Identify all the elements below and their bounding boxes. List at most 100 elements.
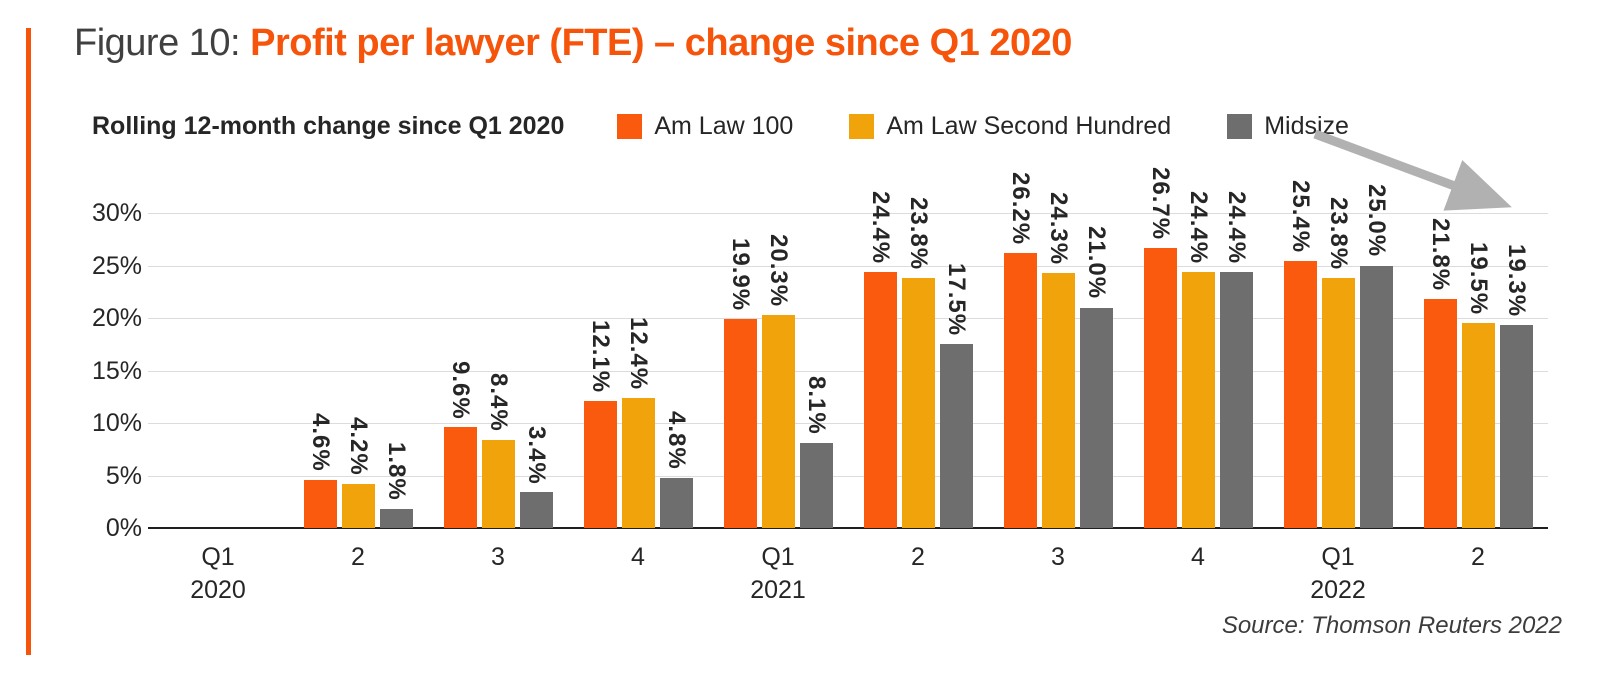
legend-item-am-law-second-hundred: Am Law Second Hundred (849, 112, 1171, 141)
bar-value-label: 8.4% (485, 373, 512, 432)
bar-group-q1-2022-8: 25.4% 23.8% 25.0% (1268, 0, 1408, 528)
y-tick-label: 10% (91, 409, 142, 437)
y-tick-label: 25% (91, 251, 142, 280)
x-tick-year: 2020 (190, 576, 246, 604)
bar-group-3-2: 9.6% 8.4% 3.4% (428, 0, 568, 528)
x-tick-label: 3 (428, 541, 568, 607)
chart-subtitle: Rolling 12-month change since Q1 2020 (92, 112, 565, 140)
plot-area: 4.6% 4.2% 1.8% 9.6% 8.4% 3.4% 12.1% 12.4% 4.8% 19… (148, 0, 1548, 528)
y-tick-label: 0% (105, 514, 142, 542)
bar-col-am-law-second-hundred: 23.8% (901, 197, 935, 528)
figure-label: Figure 10: (74, 22, 241, 64)
x-tick-label: 3 (988, 541, 1128, 607)
bar-group-2-5: 24.4% 23.8% 17.5% (848, 0, 988, 528)
bar-am-law-100 (863, 271, 897, 528)
bar-col-am-law-100: 21.8% (1423, 218, 1457, 528)
bar-value-label: 26.2% (1007, 171, 1034, 245)
gridline-30pct (148, 213, 1548, 214)
legend-item-midsize: Midsize (1227, 112, 1349, 141)
legend-swatch-icon (1227, 114, 1253, 139)
figure-title: Figure 10: Profit per lawyer (FTE) – chan… (74, 22, 1072, 65)
gridline-5pct (148, 475, 1548, 477)
bar-col-am-law-second-hundred: 12.4% (621, 317, 655, 528)
bar-am-law-second-hundred (481, 439, 515, 528)
bar-midsize (939, 344, 973, 528)
legend-items: Am Law 100 Am Law Second Hundred Midsize (617, 112, 1405, 141)
bar-am-law-second-hundred (1321, 278, 1355, 528)
bar-value-label: 3.4% (523, 425, 550, 485)
x-tick-label: 2 (288, 541, 428, 607)
bar-group-4-7: 26.7% 24.4% 24.4% (1128, 0, 1268, 528)
bar-value-label: 4.2% (345, 417, 372, 476)
legend-item-am-law-100: Am Law 100 (617, 112, 793, 141)
bar-col-am-law-second-hundred: 24.3% (1041, 192, 1075, 528)
x-tick-label: 2 (1408, 541, 1548, 607)
x-tick-quarter: 2 (1471, 543, 1485, 571)
bar-col-midsize: 1.8% (379, 442, 413, 528)
x-tick-label: 2 (848, 541, 988, 607)
bar-value-label: 1.8% (383, 442, 410, 502)
x-tick-year: 2021 (750, 576, 806, 604)
gridline-15pct (148, 370, 1548, 372)
bar-col-am-law-100: 4.6% (303, 413, 337, 528)
gridline-10pct (148, 423, 1548, 424)
bar-value-label: 19.5% (1465, 242, 1492, 316)
x-axis-line (148, 527, 1548, 529)
bar-midsize (1079, 307, 1113, 528)
bar-am-law-100 (1003, 252, 1037, 528)
bar-value-label: 19.9% (727, 238, 754, 312)
bar-am-law-second-hundred (1181, 271, 1215, 528)
x-axis-labels: Q1 2020 2 3 4 Q1 2021 2 3 4 Q1 2022 2 (148, 541, 1548, 607)
bar-am-law-100 (303, 479, 337, 528)
bar-am-law-100 (1283, 261, 1317, 528)
bar-col-am-law-100: 9.6% (443, 361, 477, 528)
y-tick-label: 5% (105, 461, 142, 490)
bar-group-2-9: 21.8% 19.5% 19.3% (1408, 0, 1548, 528)
bar-midsize (1499, 325, 1533, 528)
bar-am-law-100 (723, 319, 757, 528)
bar-am-law-second-hundred (761, 314, 795, 528)
bar-value-label: 24.4% (1185, 190, 1212, 264)
bar-value-label: 25.4% (1287, 180, 1314, 254)
x-tick-quarter: 2 (351, 543, 365, 571)
bar-value-label: 8.1% (803, 376, 830, 435)
bar-col-am-law-100: 25.4% (1283, 180, 1317, 528)
x-tick-quarter: 2 (911, 543, 925, 571)
x-tick-quarter: 3 (1051, 543, 1065, 571)
bar-group-2-1: 4.6% 4.2% 1.8% (288, 0, 428, 528)
trend-arrow-icon (1313, 129, 1512, 211)
bar-col-am-law-second-hundred: 20.3% (761, 234, 795, 528)
bar-col-am-law-second-hundred: 4.2% (341, 417, 375, 528)
bar-midsize (799, 442, 833, 528)
x-tick-quarter: 4 (631, 543, 645, 571)
bar-value-label: 17.5% (943, 263, 970, 337)
x-tick-label: 4 (568, 541, 708, 607)
bar-value-label: 24.4% (1223, 190, 1250, 264)
bar-midsize (1219, 271, 1253, 528)
bar-midsize (1359, 265, 1393, 528)
bar-group-q1-2021-4: 19.9% 20.3% 8.1% (708, 0, 848, 528)
bar-col-midsize: 19.3% (1499, 244, 1533, 528)
bar-value-label: 23.8% (1325, 197, 1352, 271)
figure-title-text: Profit per lawyer (FTE) – change since Q… (250, 22, 1072, 64)
x-tick-quarter: 3 (491, 543, 505, 571)
x-tick-quarter: 4 (1191, 543, 1205, 571)
bar-am-law-100 (1423, 299, 1457, 528)
bar-col-am-law-second-hundred: 19.5% (1461, 242, 1495, 528)
bar-value-label: 21.0% (1083, 226, 1110, 300)
bar-midsize (519, 492, 553, 528)
bar-col-am-law-second-hundred: 8.4% (481, 373, 515, 528)
bar-am-law-second-hundred (341, 483, 375, 528)
bar-midsize (659, 477, 693, 528)
bar-am-law-100 (1143, 247, 1177, 528)
bar-midsize (379, 509, 413, 528)
gridline-20pct (148, 318, 1548, 319)
x-tick-quarter: Q1 (761, 543, 795, 571)
y-tick-label: 20% (91, 304, 142, 332)
bar-am-law-100 (583, 400, 617, 528)
bar-am-law-second-hundred (1461, 323, 1495, 528)
x-tick-label: Q1 2021 (708, 541, 848, 607)
bar-col-am-law-100: 26.2% (1003, 171, 1037, 528)
source-note: Source: Thomson Reuters 2022 (1221, 612, 1562, 639)
